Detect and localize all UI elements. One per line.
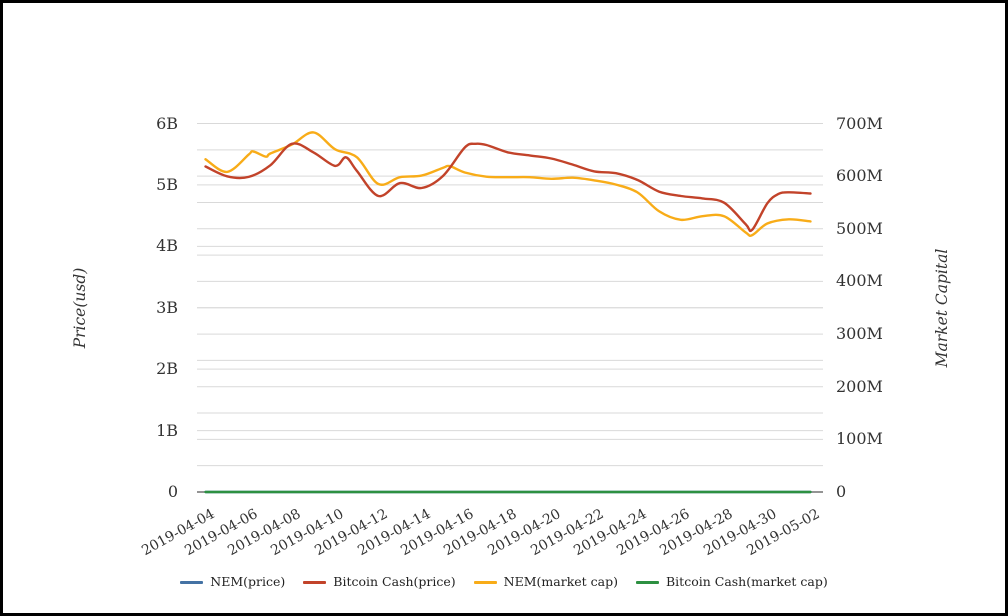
legend-label: Bitcoin Cash(market cap) xyxy=(666,574,828,589)
y-right-tick-label: 700M xyxy=(836,113,883,133)
y-left-tick-label: 6B xyxy=(156,113,178,133)
y-right-tick-label: 500M xyxy=(836,218,883,238)
legend: NEM(price) Bitcoin Cash(price) NEM(marke… xyxy=(0,574,1008,590)
y-right-tick-label: 0 xyxy=(836,482,847,501)
legend-item-bitcoin-cash-market-cap[interactable]: Bitcoin Cash(market cap) xyxy=(636,574,828,590)
legend-line-swatch xyxy=(636,580,659,584)
legend-label: Bitcoin Cash(price) xyxy=(333,574,456,589)
legend-item-nem-price[interactable]: NEM(price) xyxy=(180,574,285,590)
y-left-tick-label: 3B xyxy=(156,297,178,317)
y-axis-title-right: Market Capital xyxy=(933,248,951,368)
series-line-bitcoin-cash-price xyxy=(204,142,812,233)
y-left-tick-label: 4B xyxy=(156,236,178,256)
legend-item-nem-market-cap[interactable]: NEM(market cap) xyxy=(473,574,618,590)
y-left-tick-label: 1B xyxy=(156,420,178,440)
y-right-tick-label: 600M xyxy=(836,166,883,186)
series-line-nem-market-cap xyxy=(204,131,812,237)
y-right-tick-label: 300M xyxy=(836,324,883,344)
y-right-tick-label: 400M xyxy=(836,271,883,291)
legend-label: NEM(market cap) xyxy=(503,574,618,589)
y-left-tick-label: 5B xyxy=(156,174,178,194)
y-right-tick-label: 200M xyxy=(836,376,883,396)
y-left-tick-label: 0 xyxy=(167,482,178,501)
legend-label: NEM(price) xyxy=(210,574,286,589)
y-left-tick-label: 2B xyxy=(156,359,178,379)
legend-line-swatch xyxy=(473,580,497,584)
legend-line-swatch xyxy=(303,580,327,584)
y-right-tick-label: 100M xyxy=(836,429,883,449)
legend-item-bitcoin-cash-price[interactable]: Bitcoin Cash(price) xyxy=(303,574,456,590)
legend-line-swatch xyxy=(180,580,204,584)
